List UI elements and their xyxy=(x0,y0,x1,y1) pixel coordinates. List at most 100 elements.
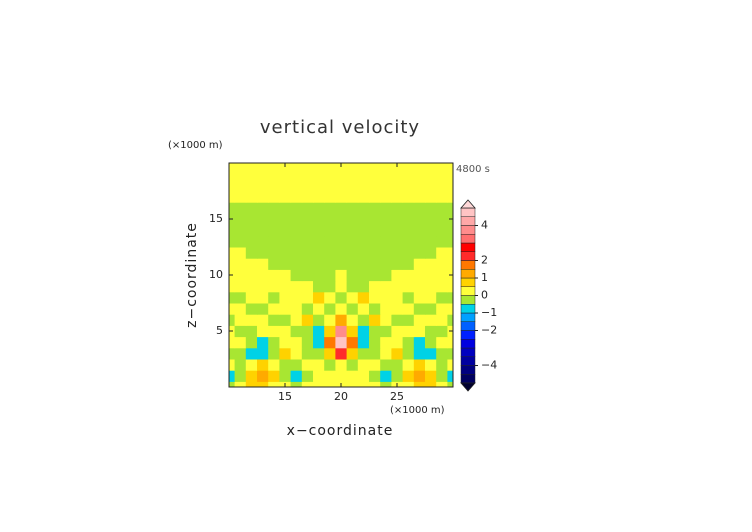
field-cell xyxy=(335,247,348,259)
field-cell xyxy=(313,336,325,349)
field-cell xyxy=(436,370,448,382)
field-cell xyxy=(301,202,314,214)
field-cell xyxy=(425,235,437,248)
field-cell xyxy=(268,258,280,270)
field-cell xyxy=(257,303,269,315)
field-cell xyxy=(313,247,325,259)
field-cell xyxy=(413,258,426,270)
field-cell xyxy=(268,336,280,349)
field-cell xyxy=(268,179,280,192)
field-cell xyxy=(335,280,348,293)
field-cell xyxy=(369,179,381,192)
field-cell xyxy=(257,359,269,371)
field-cell xyxy=(369,347,381,360)
field-cell xyxy=(245,191,258,203)
field-cell xyxy=(402,168,415,181)
field-cell xyxy=(279,359,292,371)
field-cell xyxy=(425,202,437,214)
colorbar-tick-label: 0 xyxy=(481,289,488,302)
field-cell xyxy=(290,163,303,170)
field-cell xyxy=(335,224,348,237)
field-cell xyxy=(357,235,370,248)
field-cell xyxy=(335,258,348,270)
colorbar-band xyxy=(460,374,476,384)
field-cell xyxy=(301,235,314,248)
field-cell xyxy=(229,179,236,192)
field-cell xyxy=(268,163,280,170)
field-cell xyxy=(257,168,269,181)
field-cell xyxy=(245,291,258,304)
colorbar-band xyxy=(460,365,476,375)
field-cell xyxy=(346,269,359,282)
colorbar-tick-label: 4 xyxy=(481,219,488,232)
field-cell xyxy=(369,291,381,304)
field-cell xyxy=(413,370,426,382)
field-cell xyxy=(313,191,325,203)
field-cell xyxy=(245,336,258,349)
field-cell xyxy=(391,280,404,293)
field-cell xyxy=(279,370,292,382)
field-cell xyxy=(391,314,404,326)
field-cell xyxy=(257,213,269,226)
field-cell xyxy=(268,381,280,387)
field-cell xyxy=(391,224,404,237)
field-cell xyxy=(245,179,258,192)
field-cell xyxy=(447,191,453,203)
field-cell xyxy=(268,325,280,338)
field-cell xyxy=(380,347,392,360)
field-cell xyxy=(229,163,236,170)
field-cell xyxy=(357,224,370,237)
field-cell xyxy=(380,370,392,382)
field-cell xyxy=(234,247,247,259)
field-cell xyxy=(447,314,453,326)
field-cell xyxy=(301,224,314,237)
y-tick-label: 15 xyxy=(209,212,223,225)
field-cell xyxy=(402,347,415,360)
field-cell xyxy=(268,235,280,248)
field-cell xyxy=(369,168,381,181)
field-cell xyxy=(279,224,292,237)
field-cell xyxy=(357,370,370,382)
field-cell xyxy=(447,247,453,259)
field-cell xyxy=(335,191,348,203)
field-cell xyxy=(425,314,437,326)
field-cell xyxy=(257,314,269,326)
field-cell xyxy=(425,347,437,360)
field-cell xyxy=(346,224,359,237)
field-cell xyxy=(313,325,325,338)
field-cell xyxy=(245,359,258,371)
field-cell xyxy=(324,303,336,315)
field-cell xyxy=(369,280,381,293)
field-cell xyxy=(268,303,280,315)
colorbar-tick-label: −4 xyxy=(481,359,497,372)
field-cell xyxy=(391,325,404,338)
field-cell xyxy=(380,202,392,214)
field-cell xyxy=(324,314,336,326)
field-cell xyxy=(369,381,381,387)
field-cell xyxy=(425,213,437,226)
field-cell xyxy=(229,370,236,382)
field-cell xyxy=(257,347,269,360)
field-cell xyxy=(290,168,303,181)
field-cell xyxy=(447,381,453,387)
field-cell xyxy=(436,303,448,315)
colorbar-band xyxy=(460,312,476,322)
field-cell xyxy=(413,359,426,371)
field-cell xyxy=(313,291,325,304)
field-cell xyxy=(425,224,437,237)
field-cell xyxy=(335,359,348,371)
colorbar-tick-label: −2 xyxy=(481,324,497,337)
field-cell xyxy=(324,336,336,349)
field-cell xyxy=(369,163,381,170)
field-cell xyxy=(357,325,370,338)
field-cell xyxy=(279,336,292,349)
field-cell xyxy=(268,224,280,237)
field-cell xyxy=(257,235,269,248)
field-cell xyxy=(324,224,336,237)
field-cell xyxy=(324,247,336,259)
field-cell xyxy=(245,202,258,214)
field-cell xyxy=(324,179,336,192)
field-cell xyxy=(268,314,280,326)
field-cell xyxy=(425,336,437,349)
field-cell xyxy=(425,163,437,170)
